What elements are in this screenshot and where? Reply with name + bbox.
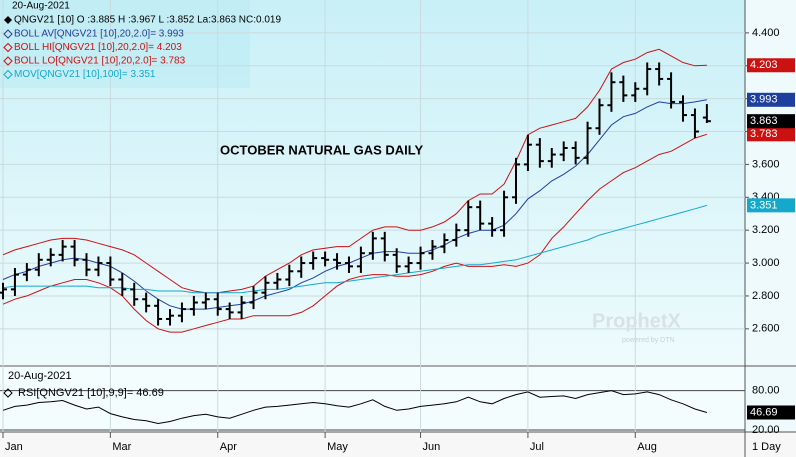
legend-label: BOLL AV[QNGV21 [10],20,2.0]= 3.993 bbox=[14, 29, 184, 40]
y-tick-label: 4.400 bbox=[752, 27, 780, 39]
legend-bg bbox=[0, 0, 250, 88]
x-tick-label: Mar bbox=[112, 441, 131, 453]
rsi-date: 20-Aug-2021 bbox=[8, 370, 72, 382]
legend-icon bbox=[4, 16, 12, 24]
indicator-line bbox=[2, 204, 708, 294]
rsi-line bbox=[2, 390, 708, 425]
last-value-box bbox=[747, 127, 795, 142]
y-tick-label: 2.600 bbox=[752, 323, 780, 335]
indicator-line bbox=[2, 48, 707, 294]
last-value-label: 3.351 bbox=[750, 199, 778, 211]
legend-icon bbox=[3, 29, 13, 39]
watermark-sub: powered by DTN bbox=[622, 337, 675, 344]
y-tick-label: 3.600 bbox=[752, 158, 780, 170]
legend-label: MOV[QNGV21 [10],100]= 3.351 bbox=[14, 69, 156, 80]
x-tick-label: Jun bbox=[423, 441, 441, 453]
indicator-line bbox=[2, 133, 708, 333]
x-tick-label: Apr bbox=[220, 441, 237, 453]
y-tick-label: 3.000 bbox=[752, 257, 780, 269]
last-value-box bbox=[747, 198, 795, 213]
rsi-legend: RSI[QNGV21 [10],9,9]= 46.69 bbox=[18, 387, 164, 399]
last-value-label: 3.783 bbox=[750, 128, 778, 140]
last-value-box bbox=[747, 58, 795, 73]
last-value-box bbox=[747, 92, 795, 107]
last-value-label: 46.69 bbox=[750, 406, 778, 418]
legend-icon bbox=[3, 69, 13, 80]
last-value-box bbox=[747, 114, 795, 129]
x-tick-label: Jan bbox=[5, 441, 23, 453]
legend-icon bbox=[3, 56, 13, 66]
last-value-label: 4.203 bbox=[750, 59, 778, 71]
last-value-label: 3.993 bbox=[750, 94, 778, 106]
chart-title: OCTOBER NATURAL GAS DAILY bbox=[220, 142, 424, 157]
labels: 20-Aug-2021 QNGV21 [10] O :3.885 H :3.96… bbox=[3, 1, 795, 453]
watermark: ProphetX bbox=[592, 310, 682, 332]
last-value-label: 3.863 bbox=[750, 115, 778, 127]
rsi-tick-label: 20.00 bbox=[752, 424, 780, 436]
x-tick-label: Aug bbox=[637, 441, 657, 453]
x-tick-label: May bbox=[327, 441, 348, 453]
header-date: 20-Aug-2021 bbox=[12, 1, 70, 12]
legend-icon bbox=[3, 42, 13, 53]
rsi-tick-label: 80.00 bbox=[752, 385, 780, 397]
legend-label: BOLL HI[QNGV21 [10],20,2.0]= 4.203 bbox=[14, 42, 182, 53]
rsi-legend-icon bbox=[3, 388, 13, 398]
marks bbox=[0, 48, 711, 425]
x-tick-label: Jul bbox=[530, 441, 544, 453]
last-value-box bbox=[747, 405, 795, 420]
x-axis-area bbox=[0, 432, 796, 457]
interval-label: 1 Day bbox=[752, 441, 781, 453]
y-tick-label: 3.200 bbox=[752, 224, 780, 236]
ohlc-label: QNGV21 [10] O :3.885 H :3.967 L :3.852 L… bbox=[14, 15, 281, 26]
indicator-line bbox=[2, 99, 707, 310]
legend-label: BOLL LO[QNGV21 [10],20,2.0]= 3.783 bbox=[14, 56, 186, 67]
y-tick-label: 2.800 bbox=[752, 290, 780, 302]
